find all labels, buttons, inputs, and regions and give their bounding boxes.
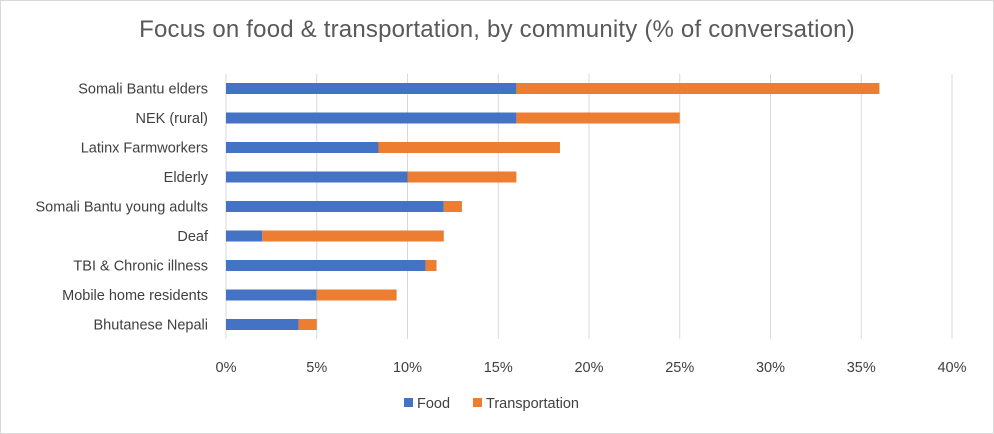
x-tick-label: 40% [937, 360, 966, 376]
category-label: NEK (rural) [135, 111, 208, 127]
chart-title: Focus on food & transportation, by commu… [139, 16, 855, 43]
bar-transportation [298, 319, 317, 330]
bar-food [226, 289, 317, 301]
bar-transportation [316, 289, 397, 301]
bar-transportation [407, 171, 517, 183]
legend-label-transportation: Transportation [486, 396, 579, 412]
bar-food [226, 260, 426, 271]
category-label: Latinx Farmworkers [81, 141, 208, 157]
legend-swatch-transportation [473, 398, 482, 407]
bar-food [226, 230, 263, 242]
category-label: Somali Bantu elders [78, 82, 208, 98]
bar-food [226, 201, 444, 212]
x-tick-labels: 0% 5% 10% 15% 20% 25% 30% 35% 40% [216, 360, 967, 376]
x-tick-label: 10% [393, 360, 422, 376]
category-label: TBI & Chronic illness [73, 259, 208, 275]
x-tick-label: 20% [574, 360, 603, 376]
x-tick-label: 25% [665, 360, 694, 376]
category-label: Deaf [177, 229, 209, 245]
x-tick-label: 5% [306, 360, 327, 376]
legend-swatch-food [404, 398, 413, 407]
bar-transportation [378, 142, 560, 153]
category-label: Mobile home residents [62, 288, 208, 304]
category-label: Bhutanese Nepali [94, 318, 208, 334]
bar-food [226, 83, 517, 94]
category-labels: Somali Bantu elders NEK (rural) Latinx Far… [36, 82, 209, 334]
bar-food [226, 319, 299, 330]
category-label: Somali Bantu young adults [36, 200, 209, 216]
category-label: Elderly [164, 170, 209, 186]
bar-transportation [443, 201, 462, 212]
bar-food [226, 171, 408, 183]
x-tick-label: 15% [484, 360, 513, 376]
bar-transportation [262, 230, 444, 242]
bar-transportation [516, 112, 680, 124]
bar-food [226, 112, 517, 124]
bar-food [226, 142, 379, 153]
x-tick-label: 30% [756, 360, 785, 376]
bar-transportation [425, 260, 437, 271]
x-tick-label: 0% [216, 360, 237, 376]
bars [226, 83, 880, 330]
x-tick-label: 35% [847, 360, 876, 376]
legend-label-food: Food [417, 396, 450, 412]
bar-transportation [516, 83, 880, 94]
legend: Food Transportation [404, 396, 579, 412]
